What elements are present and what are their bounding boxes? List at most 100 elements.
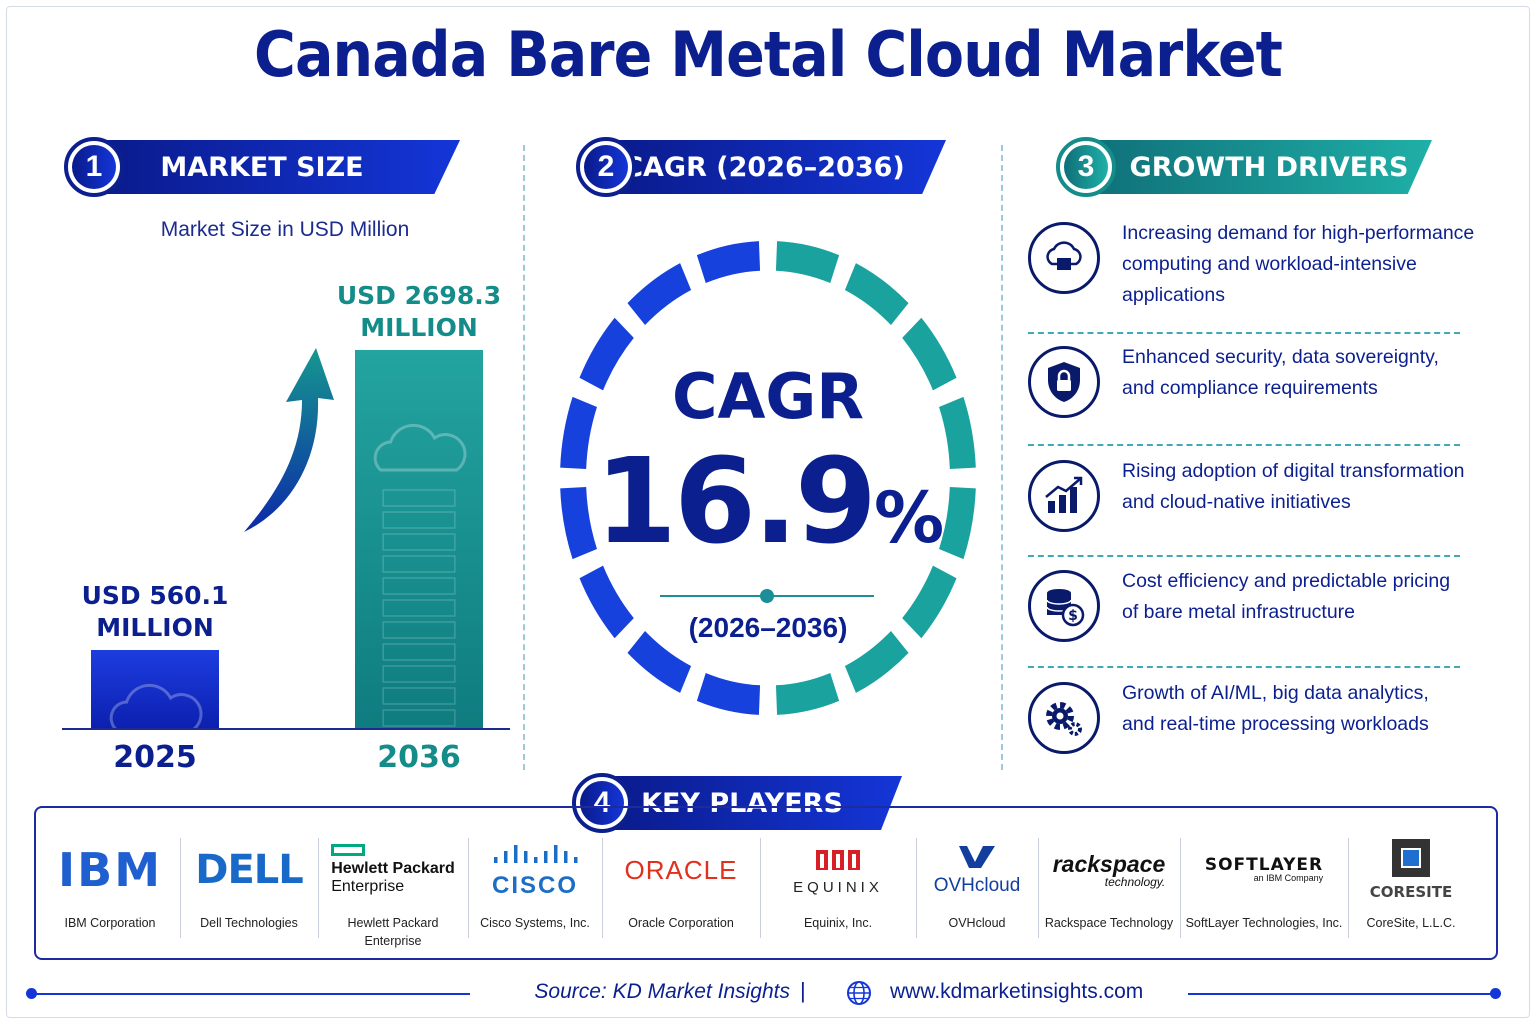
section-header-market-size: MARKET SIZE 1 [64, 137, 464, 197]
company-name: IBM Corporation [40, 914, 180, 932]
company-logo: rackspace technology. [1038, 834, 1180, 906]
footer-dot [1490, 988, 1501, 999]
company-logo: EQUINIX [760, 834, 916, 906]
growth-driver-text: Increasing demand for high-performance co… [1122, 218, 1492, 311]
section-number: 3 [1064, 145, 1108, 189]
player-separator [1038, 838, 1039, 938]
bar-value-text: MILLION [96, 613, 214, 642]
ring-segment [902, 317, 957, 391]
growth-driver-line: and compliance requirements [1122, 377, 1378, 399]
footer-dot [26, 988, 37, 999]
growth-driver-line: Cost efficiency and predictable pricing [1122, 570, 1451, 592]
section-number: 2 [584, 145, 628, 189]
bar-value-label: USD 2698.3 MILLION [315, 280, 523, 344]
company-logo: SOFTLAYER an IBM Company [1180, 834, 1348, 906]
company-name-line: Cisco Systems, Inc. [480, 916, 590, 930]
ovhcloud-logo: OVHcloud [934, 844, 1020, 897]
section-label: CAGR (2026–2036) [623, 151, 905, 183]
section-header-key-players: KEY PLAYERS 4 [572, 773, 902, 833]
company-name: Oracle Corporation [602, 914, 760, 932]
player-separator [760, 838, 761, 938]
growth-driver-line: of bare metal infrastructure [1122, 601, 1356, 623]
infographic-frame [6, 6, 1530, 1018]
softlayer-logo: SOFTLAYER an IBM Company [1204, 854, 1324, 884]
section-banner: MARKET SIZE [94, 140, 460, 194]
bar-value-text: USD 2698.3 [336, 281, 502, 310]
player-separator [1180, 838, 1181, 938]
section-number: 1 [72, 145, 116, 189]
ring-segment [939, 396, 976, 469]
shield-lock-icon [1028, 346, 1100, 418]
company-name-line: IBM Corporation [64, 916, 156, 930]
key-player: OVHcloud OVHcloud [916, 826, 1038, 944]
oracle-logo: ORACLE [624, 854, 738, 885]
section-number-badge: 1 [64, 137, 124, 197]
company-name: SoftLayer Technologies, Inc. [1180, 914, 1348, 932]
coresite-logo: CORESITE [1370, 839, 1452, 901]
ring-segment [579, 565, 634, 639]
company-logo: CISCO [468, 834, 602, 906]
cagr-divider [660, 589, 874, 603]
chart-baseline [62, 728, 510, 730]
gears-icon [1028, 682, 1100, 754]
section-number-badge: 4 [572, 773, 632, 833]
growth-driver-item: Enhanced security, data sovereignty, and … [1028, 346, 1468, 446]
section-header-growth-drivers: GROWTH DRIVERS 3 [1056, 137, 1432, 197]
ibm-logo: IBM [58, 843, 162, 897]
player-separator [916, 838, 917, 938]
ring-segment [844, 630, 909, 693]
growth-driver-line: Increasing demand for high-performance [1122, 222, 1475, 244]
growth-driver-item: Rising adoption of digital transformatio… [1028, 460, 1468, 560]
growth-driver-line: Rising adoption of digital transformatio… [1122, 460, 1465, 482]
player-separator [468, 838, 469, 938]
player-separator [318, 838, 319, 938]
ring-segment [902, 565, 957, 639]
company-name-line: Oracle Corporation [628, 916, 734, 930]
section-number-badge: 3 [1056, 137, 1116, 197]
growth-driver-item: Growth of AI/ML, big data analytics, and … [1028, 682, 1468, 782]
company-name: CoreSite, L.L.C. [1348, 914, 1474, 932]
company-name-line: Equinix, Inc. [803, 916, 873, 930]
ring-segment [775, 241, 840, 284]
key-players-box [34, 806, 1498, 960]
company-name: OVHcloud [916, 914, 1038, 932]
company-name-line: OVHcloud [948, 916, 1006, 930]
dell-logo: DELL [195, 847, 304, 893]
cloud-server-icon [1028, 222, 1100, 294]
footer-separator: | [800, 978, 806, 1003]
ring-segment [560, 487, 597, 560]
cagr-unit: % [874, 477, 944, 559]
footer-line [1188, 993, 1494, 995]
page-title: Canada Bare Metal Cloud Market [254, 18, 1283, 91]
ring-segment [775, 672, 840, 715]
growth-chart-icon [1028, 460, 1100, 532]
growth-driver-text: Cost efficiency and predictable pricing o… [1122, 566, 1492, 628]
cagr-value: 16.9% [580, 432, 956, 570]
ring-segment [939, 487, 976, 560]
growth-driver-item: Increasing demand for high-performance co… [1028, 222, 1474, 322]
player-separator [180, 838, 181, 938]
section-label: KEY PLAYERS [641, 787, 843, 819]
section-banner: GROWTH DRIVERS [1086, 140, 1432, 194]
company-name-line: CoreSite, L.L.C. [1366, 916, 1456, 930]
ring-segment [696, 672, 761, 715]
bar-value-label: USD 560.1 MILLION [51, 580, 259, 644]
section-banner: CAGR (2026–2036) [606, 140, 946, 194]
bar [355, 350, 483, 728]
cagr-ring [560, 241, 976, 715]
section-label: MARKET SIZE [160, 151, 364, 183]
growth-driver-line: applications [1122, 284, 1225, 306]
cagr-word: CAGR [671, 360, 865, 433]
ring-segment [627, 263, 692, 326]
bar-value-text: USD 560.1 [81, 581, 229, 610]
hpe-logo: Hewlett Packard Enterprise [331, 844, 455, 896]
company-logo: CORESITE [1348, 834, 1474, 906]
growth-driver-line: Enhanced security, data sovereignty, [1122, 346, 1439, 368]
footer-source: Source: KD Market Insights [534, 980, 790, 1003]
growth-driver-line: Growth of AI/ML, big data analytics, [1122, 682, 1429, 704]
key-player: rackspace technology. Rackspace Technology [1038, 826, 1180, 944]
company-name: Equinix, Inc. [760, 914, 916, 932]
website-link[interactable]: www.kdmarketinsights.com [890, 980, 1144, 1003]
section-label: GROWTH DRIVERS [1129, 151, 1409, 183]
growth-driver-line: and real-time processing workloads [1122, 713, 1429, 735]
